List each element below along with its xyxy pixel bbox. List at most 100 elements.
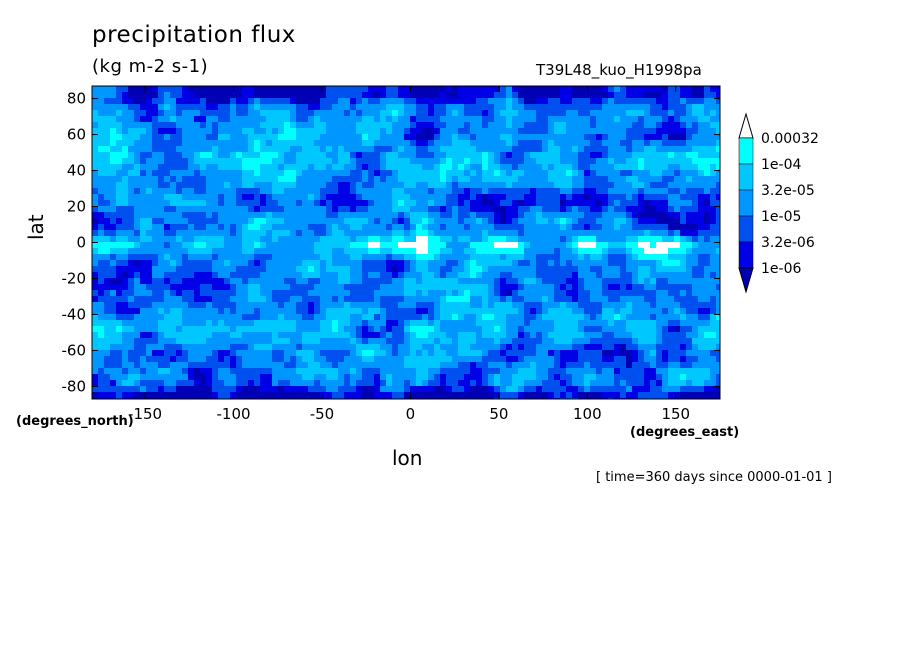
field-cell xyxy=(470,350,476,356)
field-cell xyxy=(188,224,194,230)
field-cell xyxy=(200,182,206,188)
field-cell xyxy=(626,116,632,122)
field-cell xyxy=(698,248,704,254)
field-cell xyxy=(230,290,236,296)
field-cell xyxy=(572,188,578,194)
field-cell xyxy=(98,326,104,332)
field-cell xyxy=(560,344,566,350)
field-cell xyxy=(266,98,272,104)
field-cell xyxy=(374,158,380,164)
field-cell xyxy=(656,86,662,92)
field-cell xyxy=(236,266,242,272)
field-cell xyxy=(260,332,266,338)
field-cell xyxy=(224,254,230,260)
field-cell xyxy=(374,200,380,206)
field-cell xyxy=(554,128,560,134)
field-cell xyxy=(584,212,590,218)
field-cell xyxy=(356,212,362,218)
field-cell xyxy=(530,200,536,206)
field-cell xyxy=(266,230,272,236)
field-cell xyxy=(254,344,260,350)
field-cell xyxy=(350,344,356,350)
field-cell xyxy=(488,278,494,284)
field-cell xyxy=(416,368,422,374)
field-cell xyxy=(428,272,434,278)
field-cell xyxy=(368,134,374,140)
field-cell xyxy=(500,110,506,116)
field-cell xyxy=(290,356,296,362)
field-cell xyxy=(368,182,374,188)
field-cell xyxy=(98,146,104,152)
field-cell xyxy=(230,116,236,122)
field-cell xyxy=(296,182,302,188)
field-cell xyxy=(368,194,374,200)
field-cell xyxy=(668,206,674,212)
field-cell xyxy=(128,182,134,188)
field-cell xyxy=(434,284,440,290)
field-cell xyxy=(350,284,356,290)
field-cell xyxy=(572,98,578,104)
field-cell xyxy=(110,170,116,176)
field-cell xyxy=(602,200,608,206)
field-cell xyxy=(638,248,644,254)
field-cell xyxy=(662,320,668,326)
field-cell xyxy=(368,116,374,122)
field-cell xyxy=(326,320,332,326)
field-cell xyxy=(122,368,128,374)
field-cell xyxy=(656,314,662,320)
field-cell xyxy=(140,242,146,248)
field-cell xyxy=(452,158,458,164)
field-cell xyxy=(386,140,392,146)
field-cell xyxy=(182,116,188,122)
field-cell xyxy=(272,350,278,356)
field-cell xyxy=(356,224,362,230)
field-cell xyxy=(278,212,284,218)
field-cell xyxy=(404,212,410,218)
field-cell xyxy=(494,260,500,266)
field-cell xyxy=(548,302,554,308)
field-cell xyxy=(386,320,392,326)
field-cell xyxy=(482,140,488,146)
field-cell xyxy=(554,320,560,326)
field-cell xyxy=(476,134,482,140)
field-cell xyxy=(410,272,416,278)
field-cell xyxy=(308,236,314,242)
field-cell xyxy=(398,104,404,110)
field-cell xyxy=(176,356,182,362)
field-cell xyxy=(716,248,720,254)
field-cell xyxy=(452,344,458,350)
field-cell xyxy=(692,188,698,194)
field-cell xyxy=(476,104,482,110)
field-cell xyxy=(698,290,704,296)
field-cell xyxy=(494,344,500,350)
field-cell xyxy=(320,290,326,296)
field-cell xyxy=(638,236,644,242)
field-cell xyxy=(476,98,482,104)
field-cell xyxy=(242,152,248,158)
field-cell xyxy=(284,116,290,122)
field-cell xyxy=(290,302,296,308)
field-cell xyxy=(140,158,146,164)
field-cell xyxy=(188,272,194,278)
field-cell xyxy=(278,218,284,224)
field-cell xyxy=(650,110,656,116)
field-cell xyxy=(500,362,506,368)
field-cell xyxy=(332,302,338,308)
field-cell xyxy=(434,104,440,110)
field-cell xyxy=(428,260,434,266)
field-cell xyxy=(314,98,320,104)
field-cell xyxy=(668,164,674,170)
field-cell xyxy=(218,290,224,296)
field-cell xyxy=(254,242,260,248)
field-cell xyxy=(404,236,410,242)
field-cell xyxy=(500,146,506,152)
field-cell xyxy=(416,116,422,122)
field-cell xyxy=(206,308,212,314)
field-cell xyxy=(614,320,620,326)
field-cell xyxy=(590,224,596,230)
field-cell xyxy=(518,218,524,224)
field-cell xyxy=(170,260,176,266)
field-cell xyxy=(260,188,266,194)
field-cell xyxy=(698,350,704,356)
field-cell xyxy=(536,344,542,350)
